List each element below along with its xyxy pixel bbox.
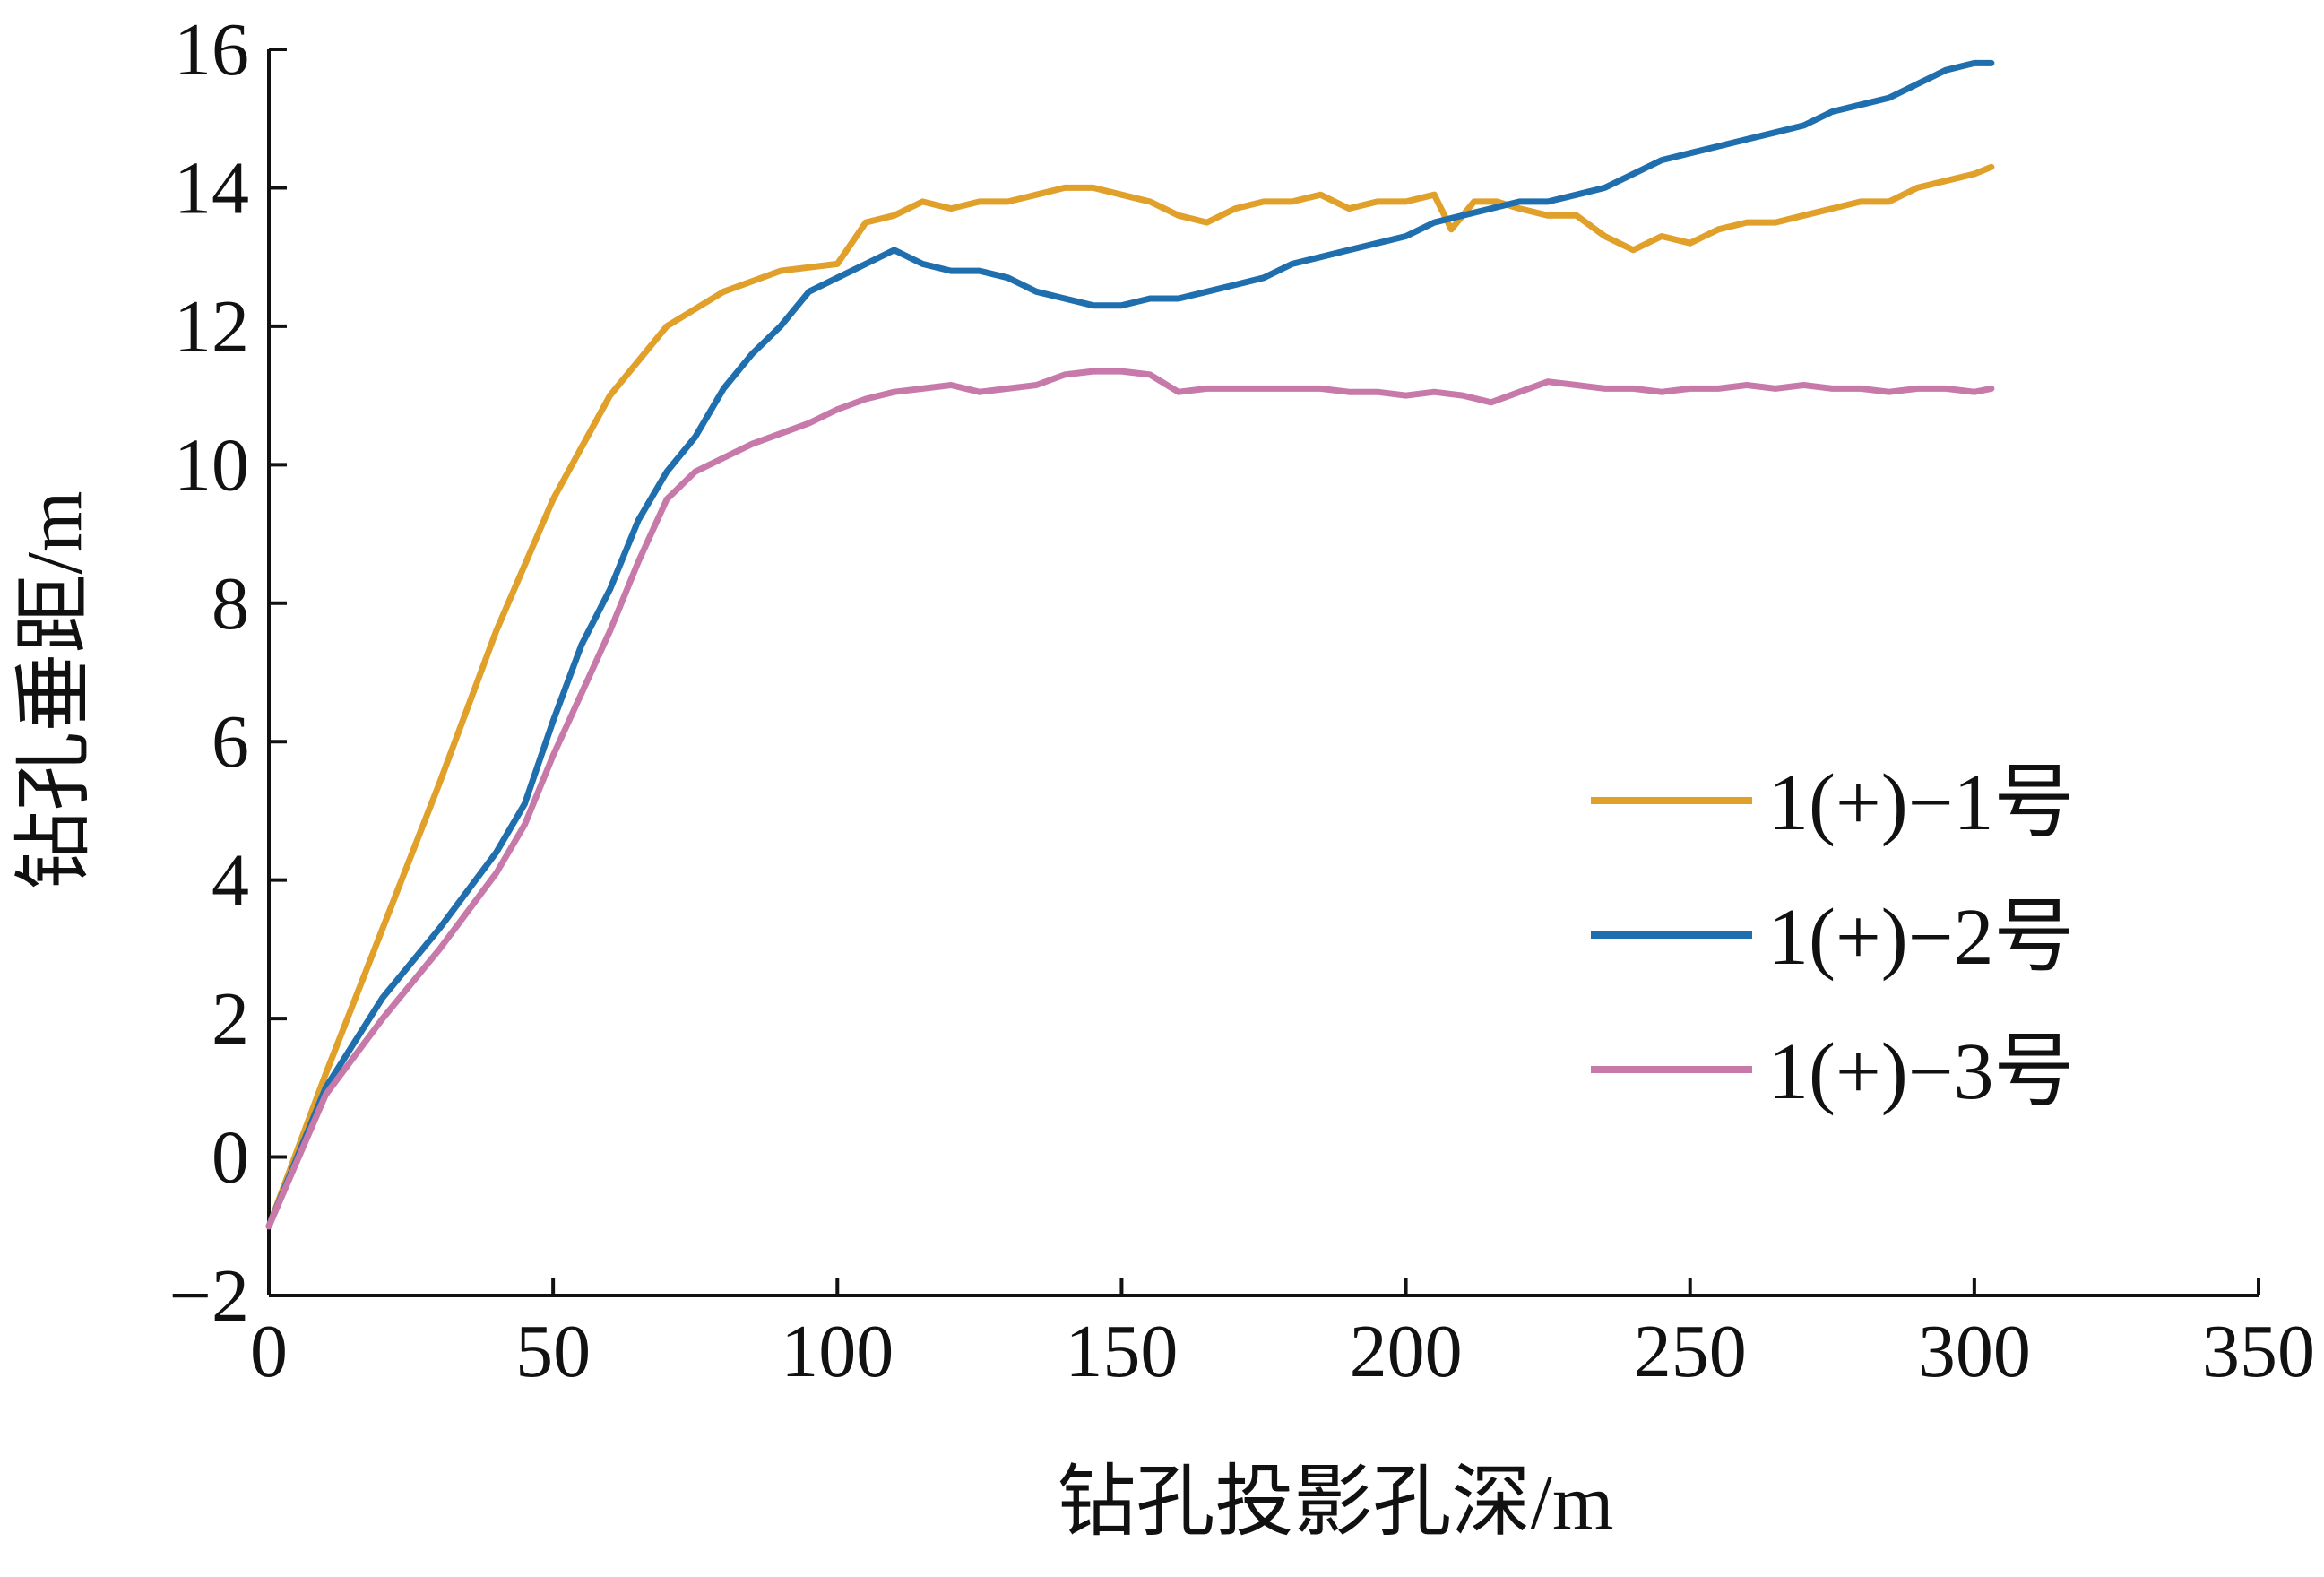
legend-label-3: 1(+)−3号: [1768, 1027, 2074, 1116]
y-tick-label: 16: [174, 8, 249, 91]
x-tick-label: 300: [1918, 1310, 2031, 1393]
y-tick-label: −2: [169, 1254, 249, 1338]
series-line-2: [265, 59, 1995, 1230]
series-line-3: [265, 368, 1995, 1230]
y-axis-title: 钻孔垂距/m: [12, 491, 99, 890]
x-tick-label: 150: [1065, 1310, 1178, 1393]
x-tick-label: 250: [1634, 1310, 1747, 1393]
legend-label-1: 1(+)−1号: [1768, 758, 2074, 847]
y-tick-label: 6: [212, 700, 249, 784]
x-tick-label: 50: [515, 1310, 591, 1393]
x-tick-label: 100: [781, 1310, 894, 1393]
y-tick-label: 2: [212, 977, 249, 1061]
y-tick-label: 10: [174, 423, 249, 507]
x-tick-label: 0: [250, 1310, 288, 1393]
y-tick-label: 14: [174, 146, 249, 230]
x-axis-title: 钻孔投影孔深/m: [1058, 1460, 1614, 1547]
y-tick-label: 8: [212, 562, 249, 646]
legend-label-2: 1(+)−2号: [1768, 893, 2074, 982]
y-tick-label: 4: [212, 839, 249, 923]
x-tick-label: 200: [1350, 1310, 1463, 1393]
y-tick-label: 12: [174, 285, 249, 368]
x-tick-label: 350: [2202, 1310, 2315, 1393]
series-line-1: [265, 163, 1995, 1230]
y-tick-label: 0: [212, 1116, 249, 1200]
